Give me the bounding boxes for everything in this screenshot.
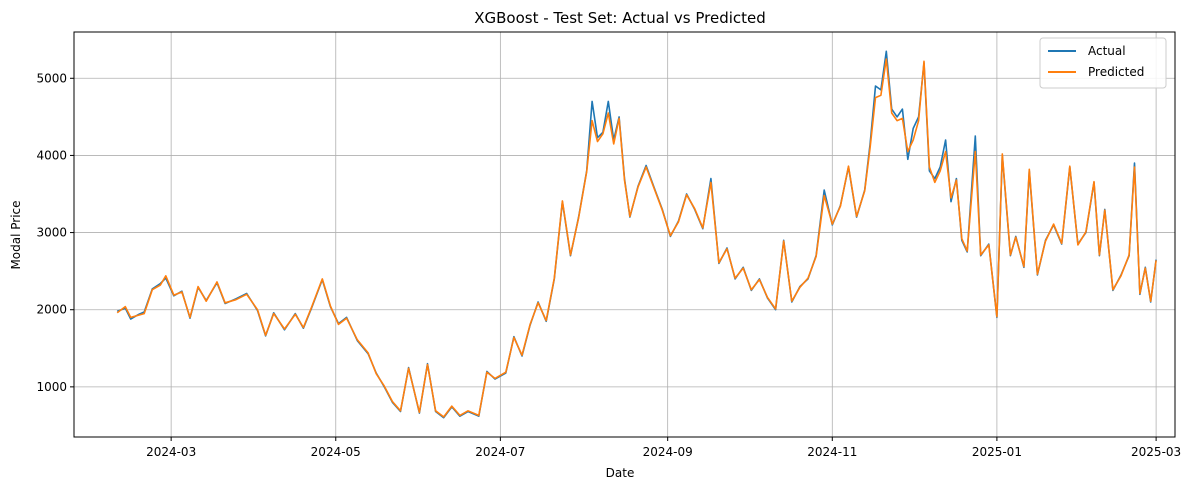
- x-tick-label: 2024-07: [475, 445, 525, 459]
- legend: Actual Predicted: [1039, 37, 1167, 89]
- chart-title: XGBoost - Test Set: Actual vs Predicted: [474, 9, 766, 27]
- y-tick-label: 1000: [36, 380, 67, 394]
- series-layer: [116, 50, 1157, 419]
- y-tick-label: 5000: [36, 71, 67, 85]
- y-axis-label: Modal Price: [9, 200, 23, 269]
- y-tick-label: 2000: [36, 303, 67, 317]
- legend-label-actual: Actual: [1088, 44, 1126, 58]
- x-tick-label: 2024-03: [146, 445, 196, 459]
- x-tick-label: 2024-05: [311, 445, 361, 459]
- x-tick-label: 2024-09: [643, 445, 693, 459]
- series-line-predicted: [116, 58, 1157, 418]
- x-axis-label: Date: [606, 466, 635, 480]
- x-tick-label: 2024-11: [807, 445, 857, 459]
- y-tick-label: 4000: [36, 148, 67, 162]
- plot-frame: [73, 31, 1176, 438]
- y-axis: 1000 2000 3000 4000 5000: [36, 71, 74, 394]
- y-tick-label: 3000: [36, 226, 67, 240]
- legend-label-predicted: Predicted: [1088, 65, 1144, 79]
- x-axis: 2024-03 2024-05 2024-07 2024-09 2024-11 2025-…: [146, 437, 1181, 459]
- x-tick-label: 2025-03: [1131, 445, 1181, 459]
- x-tick-label: 2025-01: [972, 445, 1022, 459]
